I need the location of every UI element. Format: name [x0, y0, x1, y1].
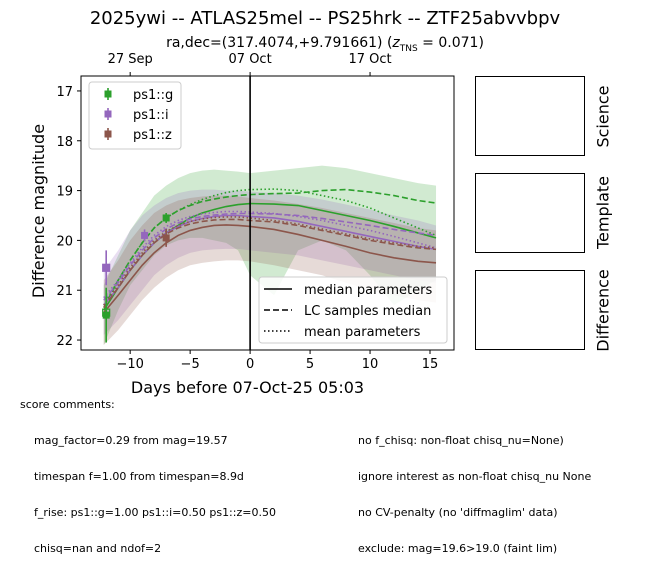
- legend-label: ps1::z: [133, 128, 172, 143]
- subtitle-z-sub: TNS: [399, 43, 418, 54]
- subtitle-coords: ra,dec=(317.4074,+9.791661) (: [166, 35, 393, 51]
- legend-point-marker: [104, 130, 112, 138]
- x-tick-label: −5: [181, 357, 200, 372]
- y-tick-label: 20: [56, 234, 73, 249]
- comment-line: f_rise: ps1::g=1.00 ps1::i=0.50 ps1::z=0…: [34, 506, 276, 519]
- legend-label: ps1::g: [133, 88, 173, 103]
- x-tick-label: −10: [116, 357, 143, 372]
- top-tick-label: 07 Oct: [229, 52, 272, 67]
- x-tick-label: 5: [306, 357, 314, 372]
- comment-line: no CV-penalty (no 'diffmaglim' data): [358, 506, 558, 519]
- ps1-g-point: [102, 311, 110, 319]
- x-axis-label: Days before 07-Oct-25 05:03: [131, 378, 364, 397]
- comment-line: chisq=nan and ndof=2: [34, 542, 162, 555]
- legend-label: mean parameters: [304, 325, 421, 340]
- light-curve-chart: −10 −5 0 5 10 15 17 18 19 20 21 22 27 Sep 07 Oct 17 Oc…: [29, 52, 455, 397]
- ps1-z-point: [162, 234, 170, 242]
- ps1-i-point: [102, 264, 110, 272]
- difference-label: Difference: [593, 269, 613, 352]
- legend-label: LC samples median: [304, 304, 431, 319]
- ps1-z-samples-median-line: [103, 218, 437, 309]
- ps1-g-open-point: [102, 308, 111, 317]
- legend-point-marker: [104, 90, 112, 98]
- top-tick-label: 27 Sep: [108, 52, 153, 67]
- ps1-i-point: [141, 231, 149, 239]
- comment-line: no f_chisq: non-float chisq_nu=None): [358, 434, 564, 447]
- comment-line: exclude: mag=19.6>19.0 (faint lim): [358, 542, 558, 555]
- ps1-i-open-point: [102, 263, 111, 272]
- template-image-panel: [475, 173, 585, 253]
- y-tick-label: 19: [56, 185, 73, 200]
- ps1-z-median-line: [103, 224, 437, 314]
- x-tick-label: 15: [422, 357, 439, 372]
- x-tick-label: 10: [362, 357, 379, 372]
- lines-legend: median parameters LC samples median mean p…: [258, 276, 448, 344]
- legend-label: median parameters: [304, 283, 432, 298]
- y-tick-label: 21: [56, 284, 73, 299]
- y-tick-label: 18: [56, 135, 73, 150]
- template-label: Template: [593, 176, 613, 250]
- ps1-z-mean-line: [103, 216, 437, 306]
- subtitle-z-value: = 0.071): [417, 35, 484, 51]
- plot-frame: [80, 75, 455, 351]
- comment-line: ignore interest as non-float chisq_nu No…: [358, 470, 592, 483]
- comment-line: timespan f=1.00 from timespan=8.9d: [34, 470, 244, 483]
- ps1-g-band: [103, 165, 437, 346]
- difference-image-panel: [475, 270, 585, 350]
- science-label: Science: [593, 85, 613, 148]
- lines-legend-box: [258, 276, 448, 344]
- ps1-i-median-line: [103, 214, 437, 306]
- y-tick-label: 22: [56, 334, 73, 349]
- score-comments-left: mag_factor=0.29 from mag=19.57 timespan …: [34, 411, 276, 567]
- x-tick-label: 0: [246, 357, 254, 372]
- score-comments-right: no f_chisq: non-float chisq_nu=None) ign…: [358, 411, 591, 567]
- science-image-panel: [475, 76, 585, 156]
- top-tick-label: 17 Oct: [348, 52, 391, 67]
- ps1-g-mean-line: [103, 188, 437, 306]
- subtitle-z-symbol: z: [392, 35, 400, 51]
- comment-line: mag_factor=0.29 from mag=19.57: [34, 434, 228, 447]
- y-axis-label: Difference magnitude: [29, 124, 48, 298]
- y-tick-label: 17: [56, 85, 73, 100]
- points-legend-box: [88, 81, 182, 150]
- figure-subtitle: ra,dec=(317.4074,+9.791661) (zTNS = 0.07…: [0, 35, 650, 54]
- figure-title: 2025ywi -- ATLAS25mel -- PS25hrk -- ZTF2…: [89, 8, 561, 29]
- ps1-i-band: [103, 189, 437, 336]
- ps1-i-samples-median-line: [103, 212, 437, 301]
- legend-label: ps1::i: [133, 108, 169, 123]
- ps1-i-mean-line: [103, 210, 437, 299]
- score-comments-heading: score comments:: [20, 398, 115, 411]
- ps1-g-point: [162, 214, 170, 222]
- legend-point-marker: [104, 110, 112, 118]
